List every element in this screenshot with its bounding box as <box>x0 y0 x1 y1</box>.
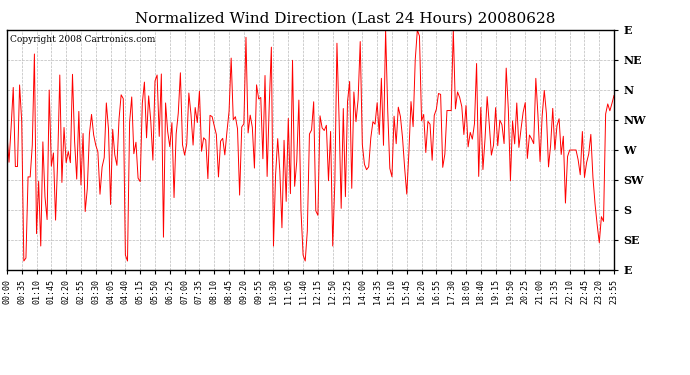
Text: Copyright 2008 Cartronics.com: Copyright 2008 Cartronics.com <box>10 35 155 44</box>
Text: Normalized Wind Direction (Last 24 Hours) 20080628: Normalized Wind Direction (Last 24 Hours… <box>135 11 555 25</box>
